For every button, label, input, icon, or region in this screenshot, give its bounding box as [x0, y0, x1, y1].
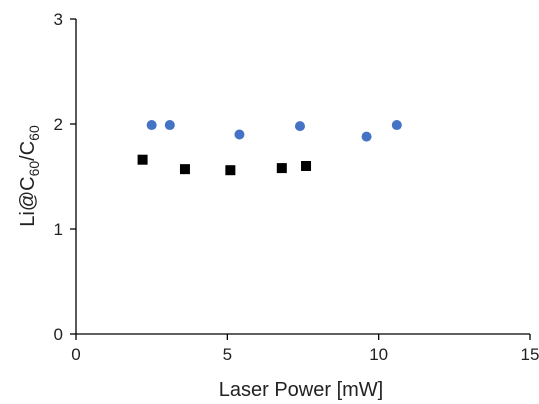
y-tick-label-2: 2 [54, 115, 63, 134]
y-axis-title-main: Li@C [17, 176, 39, 226]
plot-area [75, 19, 530, 335]
x-tick-label-1: 5 [223, 345, 232, 364]
y-tick-label-1: 1 [54, 220, 63, 239]
data-points [137, 120, 402, 176]
y-axis-title-slash: /C [17, 141, 39, 161]
y-axis-title: Li@C60/C60 [17, 125, 42, 227]
series-1-point-3 [276, 163, 287, 174]
series-0-point-1 [164, 120, 175, 131]
x-tick-label-3: 15 [521, 345, 539, 364]
y-ticks: 0 1 2 3 [54, 10, 76, 344]
x-axis-title: Laser Power [mW] [219, 379, 383, 401]
series-0-point-5 [391, 120, 402, 131]
series-1-point-0 [137, 154, 148, 165]
series-1-point-2 [225, 165, 236, 176]
x-tick-label-0: 0 [71, 345, 80, 364]
y-axis-title-sub2: 60 [26, 125, 42, 141]
series-1-point-1 [179, 164, 190, 175]
x-ticks: 0 5 10 15 [71, 334, 539, 364]
series-0-point-4 [361, 131, 372, 142]
series-0-point-0 [146, 120, 157, 131]
series-0-point-2 [234, 129, 245, 140]
series-0-point-3 [294, 121, 305, 132]
y-tick-label-3: 3 [54, 10, 63, 29]
y-tick-label-0: 0 [54, 325, 63, 344]
y-axis-title-sub1: 60 [26, 161, 42, 177]
series-1-point-4 [301, 161, 312, 171]
x-tick-label-2: 10 [369, 345, 388, 364]
